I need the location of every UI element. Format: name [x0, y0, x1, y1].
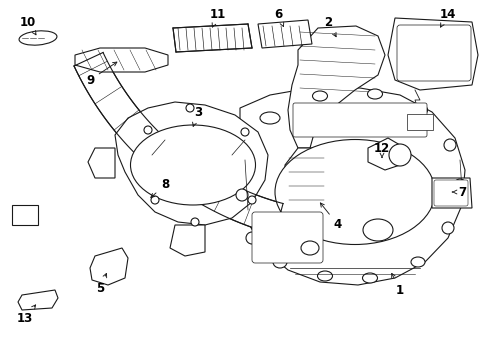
FancyBboxPatch shape: [407, 114, 433, 130]
Ellipse shape: [411, 257, 425, 267]
Polygon shape: [12, 205, 38, 225]
Ellipse shape: [246, 232, 258, 244]
Polygon shape: [18, 290, 58, 310]
Text: 1: 1: [392, 273, 404, 297]
Text: 4: 4: [320, 203, 342, 231]
Ellipse shape: [248, 196, 256, 204]
Ellipse shape: [130, 125, 255, 205]
Ellipse shape: [444, 139, 456, 151]
Ellipse shape: [454, 179, 466, 191]
Ellipse shape: [144, 126, 152, 134]
Polygon shape: [74, 53, 283, 234]
Ellipse shape: [363, 273, 377, 283]
Ellipse shape: [368, 89, 383, 99]
Ellipse shape: [186, 104, 194, 112]
Ellipse shape: [273, 256, 287, 268]
Ellipse shape: [363, 219, 393, 241]
Ellipse shape: [260, 112, 280, 124]
Polygon shape: [288, 26, 385, 148]
Ellipse shape: [413, 104, 427, 116]
Ellipse shape: [236, 189, 248, 201]
Polygon shape: [368, 138, 400, 170]
Ellipse shape: [442, 222, 454, 234]
Text: 12: 12: [374, 141, 390, 157]
Text: 7: 7: [452, 185, 466, 198]
Ellipse shape: [275, 139, 435, 244]
Text: 10: 10: [20, 15, 36, 35]
Text: 2: 2: [324, 15, 336, 37]
Polygon shape: [432, 178, 472, 208]
Polygon shape: [238, 88, 465, 285]
Text: 11: 11: [210, 8, 226, 27]
Ellipse shape: [241, 128, 249, 136]
Polygon shape: [90, 248, 128, 285]
Polygon shape: [115, 102, 268, 225]
Ellipse shape: [301, 241, 319, 255]
FancyBboxPatch shape: [397, 25, 471, 81]
Ellipse shape: [19, 31, 57, 45]
Polygon shape: [173, 24, 252, 52]
Polygon shape: [388, 18, 478, 90]
Polygon shape: [75, 48, 168, 72]
Ellipse shape: [151, 196, 159, 204]
Polygon shape: [170, 225, 205, 256]
Ellipse shape: [389, 144, 411, 166]
Text: 14: 14: [440, 8, 456, 27]
Polygon shape: [258, 20, 312, 48]
FancyBboxPatch shape: [252, 212, 323, 263]
Text: 5: 5: [96, 274, 107, 294]
Ellipse shape: [318, 271, 333, 281]
Text: 9: 9: [86, 62, 117, 86]
Ellipse shape: [313, 91, 327, 101]
Ellipse shape: [191, 218, 199, 226]
Text: 3: 3: [193, 105, 202, 126]
FancyBboxPatch shape: [293, 103, 427, 137]
Polygon shape: [88, 148, 115, 178]
FancyBboxPatch shape: [434, 180, 468, 206]
Text: 13: 13: [17, 305, 36, 324]
Text: 8: 8: [151, 179, 169, 198]
Polygon shape: [285, 148, 328, 225]
Text: 6: 6: [274, 8, 284, 27]
